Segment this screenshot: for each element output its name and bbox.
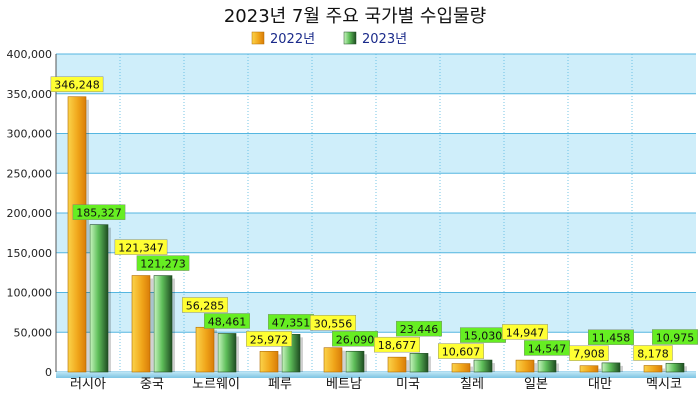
bar-2022 [387,356,407,373]
data-label-2022: 14,947 [506,326,545,339]
bars [67,96,687,373]
x-category-label: 노르웨이 [192,377,240,392]
data-label-2022: 121,347 [118,242,164,255]
x-category-label: 일본 [524,377,548,392]
data-label-bg [203,313,250,329]
x-category-label: 페루 [268,377,292,392]
x-category-label: 칠레 [460,377,484,392]
bar-2023 [153,275,173,373]
data-label-bg [652,329,699,345]
y-tick-label: 100,000 [7,287,53,300]
data-label-2023: 10,975 [656,331,695,344]
data-label-bg [181,297,228,313]
y-tick-label: 250,000 [7,167,53,180]
data-label-2023: 23,446 [400,323,439,336]
data-label-2022: 56,285 [186,299,225,312]
data-label-bg [310,315,357,331]
data-label-2022: 346,248 [54,79,100,92]
bar-2023 [89,224,109,373]
data-label-2023: 121,273 [140,258,186,271]
data-labels: 346,248 185,327 121,347 121,273 56,285 48,461… [50,76,699,361]
x-axis: 러시아 중국 노르웨이 페루 베트남 미국 칠레 일본 대만 멕시코 [70,377,682,392]
data-label-bg [245,331,292,347]
data-label-2023: 11,458 [592,332,631,345]
data-label-bg [50,76,104,92]
data-label-2023: 26,090 [336,333,375,346]
data-label-2023: 15,030 [464,330,503,343]
bar-2022 [451,363,471,373]
x-category-label: 멕시코 [646,377,682,392]
bar-2022 [579,365,599,373]
bar-2022 [515,359,535,373]
data-label-bg [396,320,443,337]
legend-label-2022: 2022년 [270,32,315,47]
data-label-bg [136,255,190,271]
data-label-bg [569,345,609,361]
bar-2022 [643,365,663,373]
y-tick-label: 300,000 [7,128,53,141]
data-label-bg [374,336,421,353]
legend: 2022년 2023년 [251,31,407,47]
plot-floor [56,372,696,378]
y-axis: 0 50,000 100,000 150,000 200,000 250,000 300,0… [7,48,53,379]
bar-2023 [537,360,557,373]
x-category-label: 대만 [588,377,612,392]
y-tick-label: 50,000 [14,326,53,339]
data-label-2022: 30,556 [314,317,353,330]
data-label-2023: 185,327 [76,207,122,220]
data-label-bg [502,324,549,340]
legend-swatch-2023 [343,31,357,45]
x-category-label: 미국 [396,377,420,392]
x-category-label: 베트남 [326,377,362,392]
bar-2023 [409,353,429,373]
data-label-2022: 7,908 [573,348,605,361]
bar-2022 [195,326,215,373]
data-label-bg [633,345,673,361]
bar-2022 [67,96,87,373]
data-label-2023: 47,351 [272,316,311,329]
bar-2022 [323,347,343,373]
data-label-bg [114,239,168,255]
y-tick-label: 400,000 [7,48,53,61]
bar-2023 [217,333,237,373]
bar-2023 [665,362,685,373]
legend-swatch-2022 [251,31,265,45]
data-label-2022: 18,677 [378,339,417,352]
bar-2023 [345,350,365,373]
x-category-label: 러시아 [70,377,106,392]
bar-2023 [601,362,621,373]
bar-2022 [259,351,279,373]
bar-2022 [131,275,151,373]
data-label-bg [72,204,126,220]
y-tick-label: 150,000 [7,247,53,260]
data-label-bg [438,343,485,359]
legend-label-2023: 2023년 [362,32,407,47]
bar-2023 [473,359,493,373]
data-label-2022: 25,972 [250,333,289,346]
y-tick-label: 350,000 [7,88,53,101]
data-label-2023: 48,461 [208,315,247,328]
data-label-2023: 14,547 [528,342,567,355]
data-label-bg [588,329,635,345]
y-tick-label: 0 [45,366,52,379]
data-label-2022: 8,178 [637,347,669,360]
data-label-2022: 10,607 [442,346,481,359]
chart-title: 2023년 7월 주요 국가별 수입물량 [224,6,486,27]
x-category-label: 중국 [140,377,164,392]
y-tick-label: 200,000 [7,207,53,220]
